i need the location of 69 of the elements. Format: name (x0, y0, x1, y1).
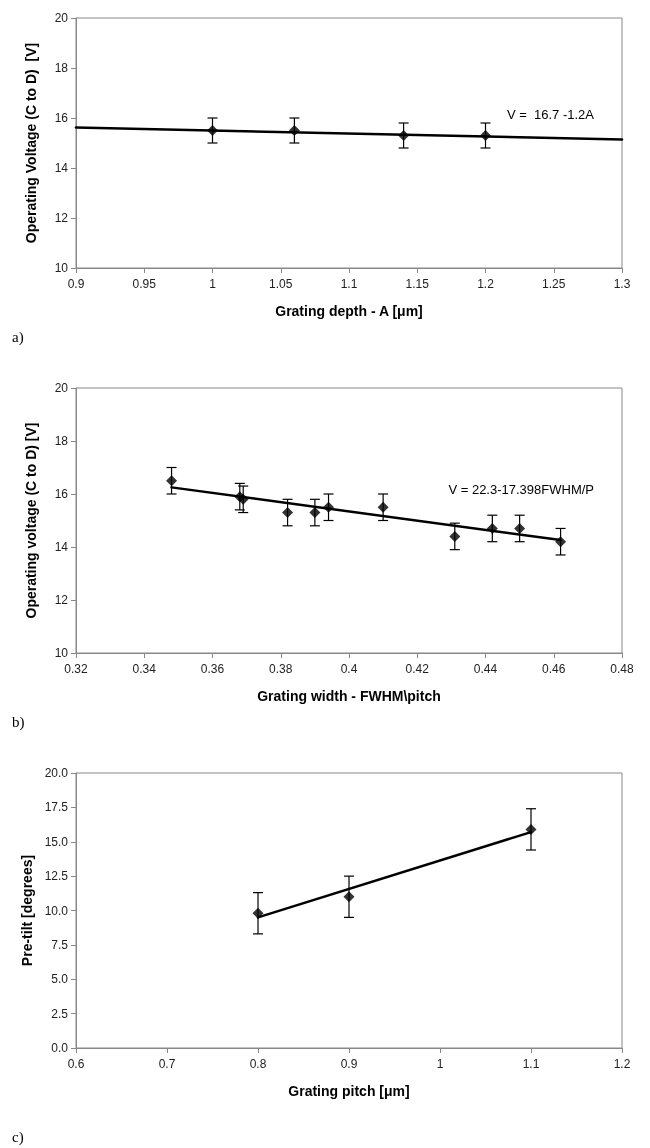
x-tick-label: 1 (436, 1057, 444, 1071)
x-axis-title: Grating depth - A [μm] (275, 303, 423, 319)
y-tick-label: 17.5 (44, 800, 69, 815)
y-tick-label: 12.5 (44, 869, 69, 884)
x-tick-label: 0.42 (405, 662, 430, 676)
x-tick-label: 0.44 (473, 662, 498, 676)
x-tick-label: 1.1 (340, 277, 358, 291)
y-tick-label: 16 (54, 487, 69, 501)
y-tick-label: 10 (54, 261, 69, 275)
x-tick-label: 0.6 (67, 1057, 85, 1071)
y-tick-label: 14 (54, 161, 69, 175)
point (343, 891, 355, 903)
x-tick-label: 0.8 (249, 1057, 267, 1071)
point (252, 907, 264, 919)
point (525, 823, 537, 835)
x-tick-label: 0.9 (67, 277, 85, 291)
x-tick-label: 1.1 (522, 1057, 540, 1071)
x-tick-label: 1.3 (613, 277, 631, 291)
x-tick-label: 1.15 (405, 277, 430, 291)
x-tick-label: 0.32 (64, 662, 88, 676)
y-tick-label: 20 (54, 11, 69, 25)
y-axis-title: Operating Voltage (C to D) [V] (23, 42, 39, 244)
x-tick-label: 0.38 (269, 662, 293, 676)
point (282, 507, 294, 519)
x-tick-label: 1 (209, 277, 217, 291)
point (486, 522, 498, 534)
point (323, 501, 335, 513)
x-tick-label: 1.2 (613, 1057, 631, 1071)
x-tick-label: 0.48 (610, 662, 634, 676)
y-tick-label: 10.0 (44, 903, 69, 918)
point (555, 536, 567, 548)
x-tick-label: 0.9 (340, 1057, 358, 1071)
annotation: V = 16.7 -1.2A (506, 107, 595, 122)
text: a) (12, 328, 24, 346)
x-tick-label: 1.2 (477, 277, 495, 291)
point (449, 530, 461, 542)
y-tick-label: 0.0 (51, 1041, 69, 1055)
point (377, 501, 389, 513)
y-tick-label: 20 (54, 381, 69, 395)
y-tick-label: 12 (54, 593, 69, 607)
y-tick-label: 16 (54, 111, 69, 125)
y-axis-title: Operating voltage (C to D) [V] (23, 422, 39, 619)
y-tick-label: 5.0 (51, 972, 69, 987)
x-tick-label: 0.34 (132, 662, 157, 676)
y-tick-label: 20.0 (44, 766, 69, 780)
x-tick-label: 1.25 (542, 277, 566, 291)
annotation: V = 22.3-17.398FWHM/P (448, 482, 594, 498)
y-tick-label: 7.5 (51, 937, 69, 952)
y-axis-title: Pre-tilt [degrees] (18, 854, 35, 967)
x-tick-label: 1.05 (269, 277, 293, 291)
x-tick-label: 0.4 (340, 662, 358, 676)
y-tick-label: 14 (54, 540, 69, 554)
y-tick-label: 15.0 (44, 834, 69, 849)
y-tick-label: 18 (54, 61, 69, 75)
point (514, 522, 526, 534)
text: c) (12, 1128, 24, 1146)
x-tick-label: 0.36 (200, 662, 225, 676)
y-tick-label: 2.5 (51, 1006, 69, 1021)
point (309, 507, 321, 519)
point (166, 475, 178, 487)
x-axis-title: Grating width - FWHM\pitch (257, 688, 441, 704)
x-axis-title: Grating pitch [μm] (288, 1083, 410, 1099)
x-tick-label: 0.7 (158, 1057, 176, 1071)
x-tick-label: 0.46 (542, 662, 566, 676)
text: b) (12, 713, 25, 731)
x-tick-label: 0.95 (132, 277, 157, 291)
y-tick-label: 12 (54, 211, 69, 225)
y-tick-label: 18 (54, 434, 69, 448)
y-tick-label: 10 (54, 646, 69, 660)
